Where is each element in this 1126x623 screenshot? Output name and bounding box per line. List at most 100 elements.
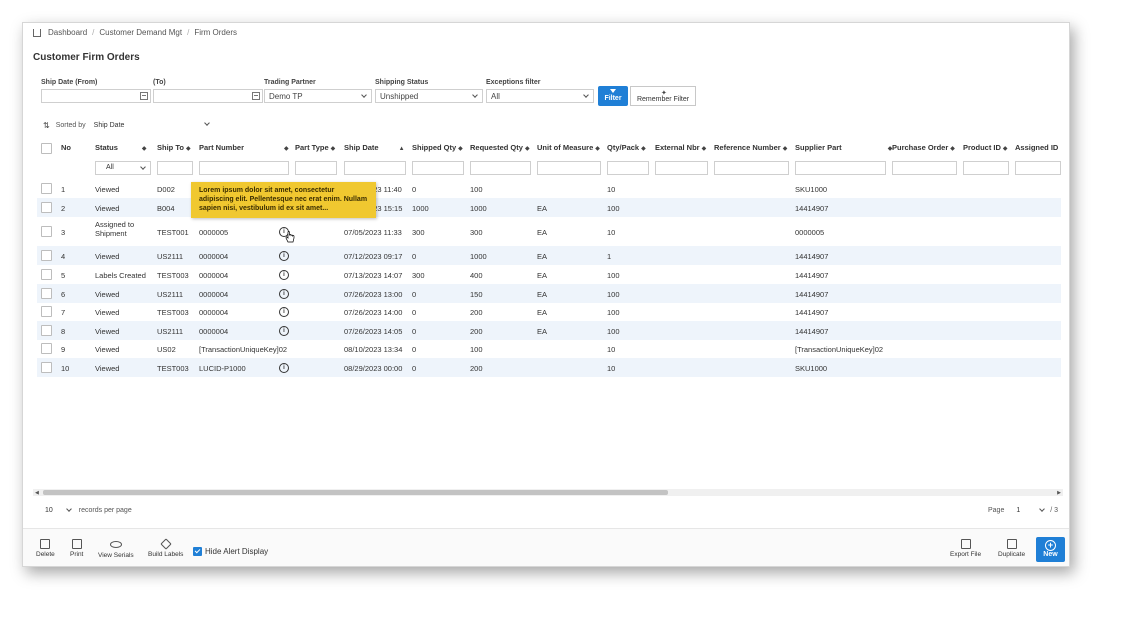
horizontal-scrollbar[interactable]: ◀ ▶ [33,489,1063,496]
sort-arrows-icon[interactable]: ◆ [141,146,147,152]
filter-button[interactable]: Filter [598,86,628,106]
row-checkbox[interactable] [41,202,52,213]
col-part-number[interactable]: Part Number ◆ [199,143,289,152]
info-icon[interactable]: i [279,251,289,261]
ship-to-filter[interactable] [157,161,193,175]
sort-arrows-icon[interactable]: ◆ [950,146,955,152]
requested-qty-filter[interactable] [470,161,531,175]
sort-ascending-icon[interactable]: ▲ [398,146,405,152]
hide-alert-checkbox[interactable] [193,547,202,556]
hide-alert-toggle[interactable]: Hide Alert Display [193,547,268,556]
row-checkbox[interactable] [41,306,52,317]
col-ship-date[interactable]: Ship Date ▲ [344,143,405,152]
col-purchase-order[interactable]: Purchase Order ◆ [892,143,955,152]
table-row[interactable]: 10 Viewed TEST003 LUCID-P1000 08/29/2023 00:… [37,358,1061,377]
sort-arrows-icon[interactable]: ◆ [595,146,600,152]
chevron-down-icon[interactable] [65,506,72,512]
row-checkbox[interactable] [41,226,52,237]
ship-date-to-input[interactable] [153,89,263,103]
info-icon[interactable]: i [279,307,289,317]
col-ship-to[interactable]: Ship To ◆ [157,143,191,152]
table-row[interactable]: 6 Viewed US2111 0000004 07/26/2023 13:00 0 150… [37,284,1061,303]
reference-number-filter[interactable] [714,161,789,175]
chevron-down-icon[interactable] [204,120,210,126]
table-row[interactable]: 5 Labels Created TEST003 0000004 07/13/2023 … [37,265,1061,284]
col-qty-pack[interactable]: Qty/Pack ◆ [607,143,646,152]
supplier-part-filter[interactable] [795,161,886,175]
part-type-filter[interactable] [295,161,337,175]
table-row[interactable]: 4 Viewed US2111 0000004 07/12/2023 09:17 0 100… [37,246,1061,265]
exceptions-filter-select[interactable]: All [486,89,594,103]
trading-partner-select[interactable]: Demo TP [264,89,372,103]
sort-arrows-icon[interactable]: ◆ [458,146,463,152]
qty-pack-filter[interactable] [607,161,649,175]
col-no[interactable]: No [61,143,71,152]
calendar-icon[interactable] [140,92,148,100]
row-checkbox[interactable] [41,343,52,354]
chevron-down-icon[interactable] [1039,506,1046,512]
calendar-icon[interactable] [252,92,260,100]
shipped-qty-filter[interactable] [412,161,464,175]
external-nbr-filter[interactable] [655,161,708,175]
select-all-checkbox[interactable] [41,143,52,154]
delete-button[interactable]: Delete [36,539,55,558]
row-checkbox[interactable] [41,288,52,299]
shipping-status-select[interactable]: Unshipped [375,89,483,103]
col-external-nbr[interactable]: External Nbr ◆ [655,143,706,152]
new-button[interactable]: + New [1036,537,1065,562]
sort-arrows-icon[interactable]: ◆ [524,146,530,152]
sort-arrows-icon[interactable]: ◆ [185,146,191,152]
scroll-right-icon[interactable]: ▶ [1057,490,1061,496]
col-supplier-part[interactable]: Supplier Part ◆ [795,143,892,152]
table-row[interactable]: 3 Assigned to Shipment TEST001 0000005 07/05… [37,217,1061,246]
sort-arrows-icon[interactable]: ◆ [330,146,336,152]
table-row[interactable]: 9 Viewed US02 [TransactionUniqueKey]02 08/10… [37,339,1061,358]
page-select[interactable]: 1 [1016,507,1021,514]
col-shipped-qty[interactable]: Shipped Qty ◆ [412,143,463,152]
breadcrumb-firm-orders[interactable]: Firm Orders [194,28,237,37]
export-file-button[interactable]: Export File [950,539,981,558]
scrollbar-thumb[interactable] [43,490,668,495]
table-row[interactable]: 8 Viewed US2111 0000004 07/26/2023 14:05 0 200… [37,321,1061,340]
sort-arrows-icon[interactable]: ◆ [782,146,788,152]
scroll-left-icon[interactable]: ◀ [35,490,39,496]
sort-arrows-icon[interactable]: ◆ [641,146,646,152]
sort-select[interactable]: Ship Date [93,122,125,129]
part-number-filter[interactable] [199,161,289,175]
view-serials-button[interactable]: View Serials [98,539,134,559]
product-id-filter[interactable] [963,161,1009,175]
row-checkbox[interactable] [41,325,52,336]
row-checkbox[interactable] [41,269,52,280]
breadcrumb-dashboard[interactable]: Dashboard [48,28,88,37]
info-icon[interactable]: i [279,270,289,280]
col-assigned-id[interactable]: Assigned ID [1015,143,1059,152]
build-labels-button[interactable]: Build Labels [148,538,183,558]
row-checkbox[interactable] [41,362,52,373]
info-icon[interactable]: i [279,326,289,336]
sort-arrows-icon[interactable]: ◆ [701,146,707,152]
duplicate-button[interactable]: Duplicate [998,539,1025,558]
remember-filter-button[interactable]: ✦ Remember Filter [630,86,696,106]
status-filter-select[interactable]: All [95,161,151,175]
col-uom[interactable]: Unit of Measure ◆ [537,143,600,152]
col-status[interactable]: Status ◆ [95,143,147,152]
col-reference-number[interactable]: Reference Number ◆ [714,143,787,152]
per-page-select[interactable]: 10 [45,507,53,514]
purchase-order-filter[interactable] [892,161,957,175]
col-part-type[interactable]: Part Type ◆ [295,143,335,152]
info-icon[interactable]: i [279,363,289,373]
col-requested-qty[interactable]: Requested Qty ◆ [470,143,530,152]
sort-arrows-icon[interactable]: ◆ [887,146,893,152]
table-row[interactable]: 7 Viewed TEST003 0000004 07/26/2023 14:00 0 20… [37,302,1061,321]
ship-date-filter[interactable] [344,161,406,175]
sort-arrows-icon[interactable]: ◆ [284,146,289,152]
sort-arrows-icon[interactable]: ◆ [1002,146,1008,152]
row-checkbox[interactable] [41,250,52,261]
assigned-id-filter[interactable] [1015,161,1061,175]
row-checkbox[interactable] [41,183,52,194]
breadcrumb-customer-demand[interactable]: Customer Demand Mgt [99,28,183,37]
col-product-id[interactable]: Product ID ◆ [963,143,1008,152]
uom-filter[interactable] [537,161,601,175]
info-icon[interactable]: i [279,289,289,299]
print-button[interactable]: Print [70,539,83,558]
